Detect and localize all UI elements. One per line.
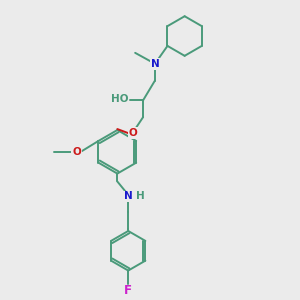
Text: N: N bbox=[124, 191, 133, 201]
Text: N: N bbox=[151, 59, 159, 69]
Text: H: H bbox=[136, 191, 145, 201]
Text: HO: HO bbox=[111, 94, 128, 104]
Text: O: O bbox=[72, 147, 81, 157]
Text: F: F bbox=[124, 284, 132, 297]
Text: O: O bbox=[129, 128, 138, 138]
